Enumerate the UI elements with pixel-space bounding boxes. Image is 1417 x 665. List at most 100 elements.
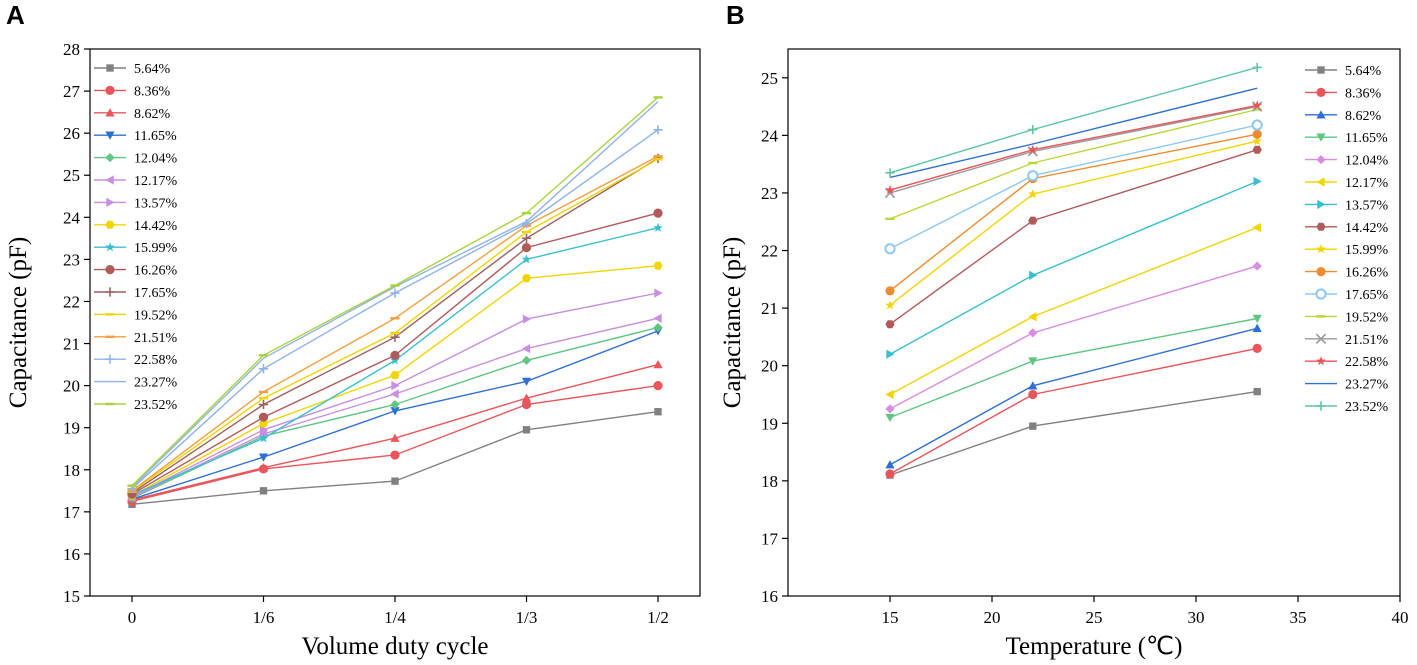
a-ytick-label: 23: [63, 250, 80, 269]
b-legend-marker: [1317, 199, 1326, 209]
b-x-axis-title: Temperature (℃): [1006, 633, 1183, 660]
a-legend-label: 19.52%: [134, 308, 178, 323]
b-legend-label: 8.36%: [1345, 86, 1382, 101]
a-data-point: [390, 399, 400, 410]
a-x-axis-title: Volume duty cycle: [302, 633, 489, 660]
panel-label-b: B: [726, 0, 745, 30]
a-data-point: [390, 389, 399, 399]
b-series-line: [889, 265, 1258, 410]
b-legend-label: 14.42%: [1345, 221, 1389, 236]
b-series-2: [885, 323, 1262, 469]
a-data-point: [258, 412, 269, 422]
a-ytick-label: 15: [63, 587, 80, 606]
b-series-6: [886, 176, 1262, 359]
b-data-point: [1028, 216, 1038, 225]
a-legend-label: 12.17%: [134, 174, 178, 189]
a-data-point: [521, 399, 532, 410]
a-legend-marker: [105, 265, 115, 275]
b-data-point: [885, 389, 894, 400]
b-data-point: [885, 185, 895, 195]
b-legend-label: 19.52%: [1345, 310, 1389, 325]
b-series-line: [889, 327, 1258, 466]
b-data-point: [1028, 144, 1038, 154]
b-legend-marker: [1316, 244, 1326, 254]
b-data-point: [1029, 422, 1037, 430]
a-ytick-label: 25: [63, 166, 80, 185]
b-ytick-label: 20: [761, 357, 778, 376]
b-legend-label: 12.17%: [1345, 176, 1389, 191]
a-legend-label: 23.27%: [134, 376, 178, 391]
a-legend-marker: [105, 85, 115, 95]
b-legend-marker: [1316, 155, 1326, 165]
a-data-point: [521, 343, 531, 354]
a-plot-frame: [89, 48, 701, 597]
a-data-point: [390, 433, 400, 442]
b-ytick-label: 25: [761, 69, 778, 88]
b-data-point: [1028, 125, 1038, 135]
a-xtick-label: 1/6: [253, 608, 275, 627]
a-data-point: [653, 222, 663, 232]
b-series-9: [885, 129, 1262, 296]
b-ytick-label: 16: [761, 587, 778, 606]
b-series-7: [885, 145, 1262, 329]
b-xtick-label: 30: [1188, 608, 1205, 627]
b-series-line: [889, 105, 1258, 194]
a-data-point: [522, 314, 532, 324]
b-data-point: [1252, 145, 1262, 154]
a-data-point: [653, 125, 663, 135]
a-legend-label: 22.58%: [134, 353, 178, 368]
a-data-point: [654, 288, 663, 298]
b-legend-marker: [1316, 356, 1326, 366]
b-data-point: [885, 300, 895, 310]
a-series-9: [127, 208, 663, 499]
a-legend-marker: [105, 153, 115, 163]
b-legend-label: 23.52%: [1345, 400, 1389, 415]
b-legend-marker: [1316, 267, 1326, 277]
b-data-point: [885, 320, 895, 329]
b-data-point: [1253, 387, 1261, 396]
a-data-point: [521, 377, 532, 387]
b-data-point: [1252, 100, 1262, 110]
a-data-point: [521, 233, 532, 243]
b-legend-label: 22.58%: [1345, 355, 1389, 370]
a-ytick-label: 28: [63, 40, 80, 59]
a-ytick-label: 27: [63, 82, 81, 101]
b-legend-label: 8.62%: [1345, 109, 1382, 124]
a-legend-marker: [105, 242, 115, 252]
b-data-point: [1028, 328, 1038, 338]
b-series-5: [885, 222, 1261, 400]
b-legend-marker: [1315, 288, 1327, 300]
b-ytick-label: 22: [761, 242, 778, 261]
a-legend-label: 8.36%: [134, 84, 171, 99]
b-series-line: [889, 390, 1258, 476]
a-data-point: [521, 243, 532, 253]
b-data-point: [1252, 136, 1262, 146]
b-data-point: [1028, 389, 1038, 400]
b-ytick-label: 19: [761, 414, 778, 433]
b-series-4: [885, 261, 1262, 414]
b-data-point: [1252, 222, 1261, 233]
a-legend-marker: [106, 197, 115, 207]
a-legend-marker: [105, 354, 115, 364]
b-series-13: [885, 100, 1262, 195]
a-legend-marker: [106, 64, 114, 72]
b-data-point: [1028, 357, 1038, 366]
b-series-line: [889, 66, 1258, 174]
b-legend-label: 21.51%: [1345, 333, 1389, 348]
a-xtick-label: 1/2: [647, 608, 669, 627]
a-data-point: [521, 393, 532, 402]
a-legend-marker: [105, 287, 115, 297]
b-legend-marker: [1316, 177, 1325, 187]
a-legend-label: 5.64%: [134, 62, 171, 77]
b-legend-label: 23.27%: [1345, 378, 1389, 393]
a-data-point: [521, 254, 532, 264]
b-series-line: [889, 317, 1258, 419]
a-legend-marker: [105, 108, 115, 117]
a-data-point: [653, 261, 663, 270]
a-data-point: [653, 381, 663, 391]
a-data-point: [653, 313, 662, 323]
a-legend-marker: [105, 175, 114, 185]
a-xtick-label: 1/4: [384, 608, 406, 627]
b-data-point: [1028, 381, 1038, 390]
b-data-point: [1252, 129, 1262, 139]
